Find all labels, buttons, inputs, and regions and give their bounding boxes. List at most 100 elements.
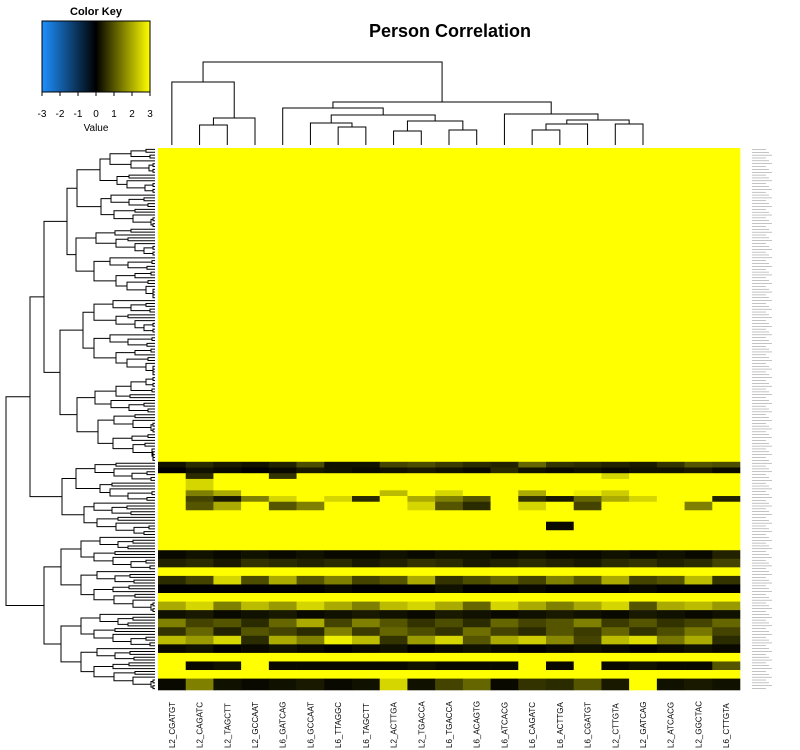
dendrogram-branch [80, 651, 97, 673]
heatmap-cell [629, 601, 658, 611]
heatmap-cell [435, 601, 464, 611]
heatmap-cell [490, 644, 519, 654]
heatmap-cell [158, 530, 187, 551]
heatmap-cell [629, 550, 658, 560]
dendrogram-branch [152, 322, 155, 327]
heatmap-cell [407, 510, 436, 522]
heatmap-cell [462, 618, 491, 628]
heatmap-cell [684, 550, 713, 560]
heatmap-cell [296, 510, 325, 522]
heatmap-cell [656, 610, 685, 619]
dendrogram-branch [61, 478, 84, 516]
heatmap-cell [601, 490, 630, 497]
heatmap-cell [518, 627, 547, 637]
heatmap-cell [407, 584, 436, 594]
heatmap-cell [684, 501, 713, 511]
heatmap-cell [213, 521, 242, 531]
heatmap-cell [158, 670, 187, 679]
dendrogram-branch [130, 561, 150, 568]
heatmap-cell [601, 521, 630, 531]
heatmap-cell [629, 575, 658, 585]
heatmap-cell [462, 461, 491, 468]
heatmap-cell [546, 558, 575, 568]
heatmap-cell [296, 501, 325, 511]
heatmap-cell [379, 550, 408, 560]
dendrogram-branch [131, 435, 155, 441]
heatmap-cell [352, 644, 381, 654]
heatmap-cell [462, 601, 491, 611]
heatmap-cell [518, 501, 547, 511]
heatmap-cell [656, 567, 685, 577]
heatmap-cell [407, 567, 436, 577]
heatmap-cell [407, 461, 436, 468]
heatmap-cell [213, 635, 242, 645]
heatmap-cell [268, 478, 297, 491]
heatmap-cell [185, 610, 214, 619]
dendrogram-branch [152, 422, 155, 427]
heatmap-cell [656, 496, 685, 503]
dendrogram-branch [127, 492, 152, 500]
heatmap-cell [296, 652, 325, 662]
heatmap-cell [185, 575, 214, 585]
dendrogram-branch [133, 526, 149, 534]
heatmap-cell [296, 584, 325, 594]
heatmap-cell [241, 521, 270, 531]
heatmap-cell [296, 490, 325, 497]
heatmap-cell [462, 661, 491, 671]
heatmap-cell [158, 521, 187, 531]
heatmap-cell [518, 510, 547, 522]
heatmap-cell [379, 496, 408, 503]
heatmap-cell [656, 584, 685, 594]
heatmap-cell [573, 575, 602, 585]
heatmap-cell [352, 575, 381, 585]
heatmap-cell [546, 461, 575, 468]
heatmap-cell [324, 644, 353, 654]
dendrogram-branch [145, 148, 155, 153]
heatmap-cell [546, 550, 575, 560]
dendrogram-branch [93, 260, 116, 282]
heatmap-cell [268, 670, 297, 679]
heatmap-cell [490, 670, 519, 679]
heatmap-cell [601, 575, 630, 585]
heatmap-cell [656, 593, 685, 602]
heatmap-cell [435, 473, 464, 480]
heatmap-cell [185, 490, 214, 497]
heatmap-cell [435, 575, 464, 585]
heatmap-cell [324, 496, 353, 503]
dendrogram-branch [202, 61, 443, 102]
heatmap-cell [656, 627, 685, 637]
dendrogram-branch [109, 488, 155, 497]
dendrogram-branch [134, 350, 155, 356]
heatmap-cell [518, 490, 547, 497]
heatmap-cell [629, 661, 658, 671]
heatmap-cell [712, 670, 741, 679]
heatmap-cell [546, 567, 575, 577]
column-label: L6_TGACCA [445, 701, 454, 748]
heatmap-cell [462, 521, 491, 531]
heatmap-cell [352, 521, 381, 531]
heatmap-cell [324, 601, 353, 611]
dendrogram-branch [144, 442, 155, 447]
heatmap-cell [601, 670, 630, 679]
dendrogram-branch [60, 548, 81, 586]
dendrogram-branch [111, 506, 131, 514]
dendrogram-branch [309, 122, 353, 145]
dendrogram-branch [152, 457, 155, 461]
heatmap-cell [296, 478, 325, 491]
heatmap-cell [629, 148, 658, 463]
heatmap-cell [601, 627, 630, 637]
heatmap-cell [407, 467, 436, 474]
heatmap-cell [158, 644, 187, 654]
heatmap-cell [185, 530, 214, 551]
heatmap-cell [573, 521, 602, 531]
heatmap-cell [296, 618, 325, 628]
dendrogram-branch [146, 471, 155, 476]
heatmap-cell [379, 467, 408, 474]
dendrogram-branch [80, 540, 100, 558]
heatmap-cell [185, 601, 214, 611]
heatmap-cell [435, 670, 464, 679]
heatmap-cell [213, 593, 242, 602]
dendrogram-branch [130, 228, 155, 233]
dendrogram-branch [134, 414, 155, 419]
heatmap-cell [185, 501, 214, 511]
